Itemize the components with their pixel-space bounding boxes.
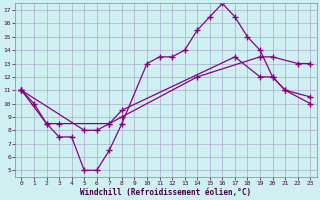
X-axis label: Windchill (Refroidissement éolien,°C): Windchill (Refroidissement éolien,°C) bbox=[80, 188, 252, 197]
